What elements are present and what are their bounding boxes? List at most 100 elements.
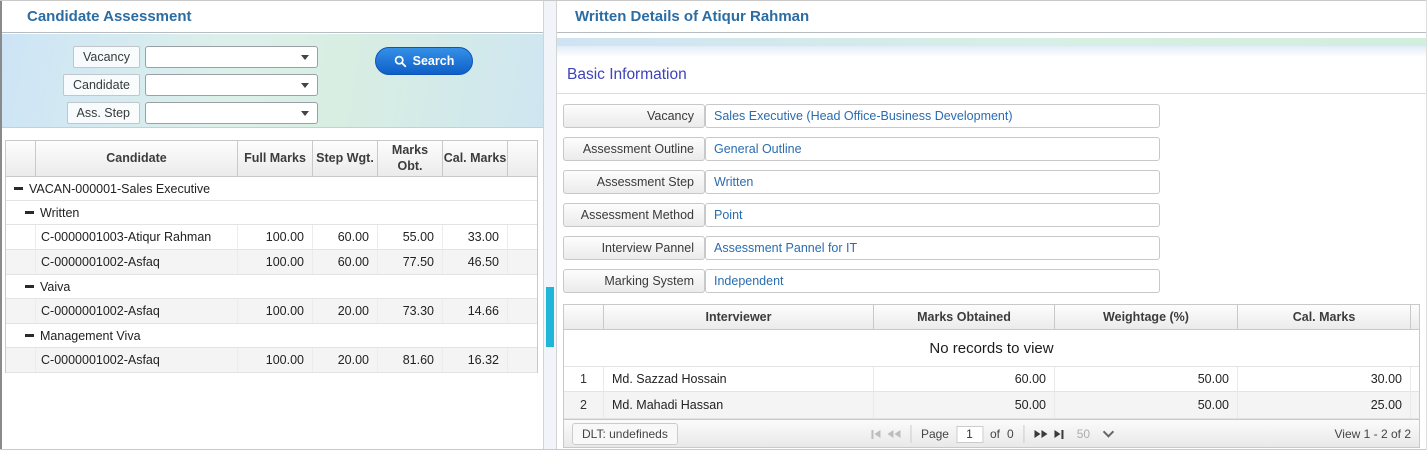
header-filler [508, 141, 537, 176]
tree-group-label: Written [40, 205, 80, 220]
cell-marks-obt: 81.60 [378, 348, 443, 372]
right-titlebar: Written Details of Atiqur Rahman [557, 0, 1427, 33]
no-records-message: No records to view [564, 330, 1419, 367]
field-interview-pannel-value: Assessment Pannel for IT [705, 236, 1160, 260]
caret-down-icon [301, 54, 309, 60]
panel-divider-scrollbar [543, 0, 557, 450]
table-row-asfaq-written[interactable]: C-0000001002-Asfaq 100.00 60.00 77.50 46… [6, 250, 537, 275]
total-pages-label: 0 [1007, 427, 1014, 441]
tree-group-row-vacancy[interactable]: VACAN-000001-Sales Executive [6, 177, 537, 201]
cell-cal-marks: 46.50 [443, 250, 508, 274]
field-assessment-step-value: Written [705, 170, 1160, 194]
pager-next-button[interactable] [1034, 430, 1048, 438]
field-assessment-method: Assessment Method Point [563, 203, 1164, 227]
prev-page-icon [893, 430, 900, 438]
interviewer-grid-header: Interviewer Marks Obtained Weightage (%)… [564, 305, 1419, 330]
panel-written-details: Written Details of Atiqur Rahman Basic I… [557, 0, 1427, 450]
cell-candidate: C-0000001002-Asfaq [36, 250, 238, 274]
cell-full-marks: 100.00 [238, 299, 313, 323]
search-button[interactable]: Search [375, 47, 473, 75]
header-gutter [6, 141, 36, 176]
ass-step-filter-select[interactable] [145, 102, 318, 124]
tree-group-row-management-viva[interactable]: Management Viva [6, 324, 537, 348]
header-step-wgt[interactable]: Step Wgt. [313, 141, 378, 176]
basic-information-heading: Basic Information [567, 66, 687, 83]
cell-cal-marks: 30.00 [1238, 367, 1411, 391]
cell-candidate: C-0000001002-Asfaq [36, 348, 238, 372]
dlt-status-label: DLT: undefineds [572, 422, 678, 445]
cell-cal-marks: 16.32 [443, 348, 508, 372]
cell-cal-marks: 33.00 [443, 225, 508, 249]
header-cal-marks[interactable]: Cal. Marks [443, 141, 508, 176]
ass-step-filter-row: Ass. Step [0, 102, 320, 125]
tree-group-row-vaiva[interactable]: Vaiva [6, 275, 537, 299]
field-interview-pannel: Interview Pannel Assessment Pannel for I… [563, 236, 1164, 260]
field-assessment-method-value: Point [705, 203, 1160, 227]
tree-grid-header: Candidate Full Marks Step Wgt. Marks Obt… [6, 141, 537, 177]
section-divider [557, 93, 1427, 94]
page-size-select[interactable]: 50 [1077, 426, 1114, 441]
table-row-sazzad[interactable]: 1 Md. Sazzad Hossain 60.00 50.00 30.00 [564, 367, 1419, 392]
tree-group-label: Management Viva [40, 328, 141, 343]
collapse-minus-icon[interactable] [25, 211, 34, 214]
header-marks-obt[interactable]: Marks Obt. [378, 141, 443, 176]
vacancy-filter-select[interactable] [145, 46, 318, 68]
cell-step-wgt: 20.00 [313, 348, 378, 372]
tree-group-row-written[interactable]: Written [6, 201, 537, 225]
cell-rownum: 2 [564, 392, 604, 418]
cell-marks-obt: 73.30 [378, 299, 443, 323]
pager-prev-button[interactable] [886, 430, 900, 438]
table-row-atiqur-written[interactable]: C-0000001003-Atiqur Rahman 100.00 60.00 … [6, 225, 537, 250]
panel-candidate-assessment: Candidate Assessment Vacancy Candidate A… [0, 0, 543, 450]
page-number-input[interactable] [955, 425, 983, 443]
pager-controls: Page of 0 50 [870, 420, 1114, 448]
cell-interviewer: Md. Mahadi Hassan [604, 392, 874, 418]
cell-candidate: C-0000001002-Asfaq [36, 299, 238, 323]
chevron-down-icon [1102, 426, 1114, 438]
candidate-filter-row: Candidate [0, 74, 320, 97]
tree-group-label: VACAN-000001-Sales Executive [29, 181, 211, 196]
vacancy-filter-row: Vacancy [0, 46, 320, 69]
table-row-mahadi[interactable]: 2 Md. Mahadi Hassan 50.00 50.00 25.00 [564, 392, 1419, 419]
decorative-gradient-fade [557, 46, 1427, 57]
search-icon [394, 55, 406, 67]
cell-filler [1411, 392, 1419, 418]
field-assessment-step: Assessment Step Written [563, 170, 1164, 194]
header-candidate[interactable]: Candidate [36, 141, 238, 176]
candidate-filter-label: Candidate [63, 74, 140, 96]
pager-last-button[interactable] [1054, 429, 1064, 439]
field-marking-system-label: Marking System [563, 269, 705, 293]
cell-rownum: 1 [564, 367, 604, 391]
header-weightage[interactable]: Weightage (%) [1055, 305, 1238, 329]
header-marks-obtained[interactable]: Marks Obtained [874, 305, 1055, 329]
pager-first-button[interactable] [870, 429, 880, 439]
header-full-marks[interactable]: Full Marks [238, 141, 313, 176]
cell-gutter [6, 225, 36, 249]
collapse-minus-icon[interactable] [25, 285, 34, 288]
header-interviewer[interactable]: Interviewer [604, 305, 874, 329]
pager-separator [1023, 425, 1025, 443]
cell-filler [508, 225, 537, 249]
cell-full-marks: 100.00 [238, 225, 313, 249]
caret-down-icon [301, 110, 309, 116]
cell-filler [508, 250, 537, 274]
cell-filler [508, 299, 537, 323]
vertical-scrollbar-thumb[interactable] [546, 287, 554, 347]
cell-candidate: C-0000001003-Atiqur Rahman [36, 225, 238, 249]
collapse-minus-icon[interactable] [14, 187, 23, 190]
grid-pager: DLT: undefineds Page of 0 [564, 419, 1419, 447]
search-button-label: Search [412, 54, 455, 68]
left-titlebar: Candidate Assessment [0, 0, 543, 33]
cell-step-wgt: 20.00 [313, 299, 378, 323]
last-page-icon [1054, 430, 1061, 438]
candidate-filter-select[interactable] [145, 74, 318, 96]
caret-down-icon [301, 82, 309, 88]
field-interview-pannel-label: Interview Pannel [563, 236, 705, 260]
field-assessment-step-label: Assessment Step [563, 170, 705, 194]
table-row-asfaq-management-viva[interactable]: C-0000001002-Asfaq 100.00 20.00 81.60 16… [6, 348, 537, 373]
collapse-minus-icon[interactable] [25, 334, 34, 337]
field-assessment-method-label: Assessment Method [563, 203, 705, 227]
cell-gutter [6, 348, 36, 372]
header-cal-marks[interactable]: Cal. Marks [1238, 305, 1411, 329]
table-row-asfaq-vaiva[interactable]: C-0000001002-Asfaq 100.00 20.00 73.30 14… [6, 299, 537, 324]
